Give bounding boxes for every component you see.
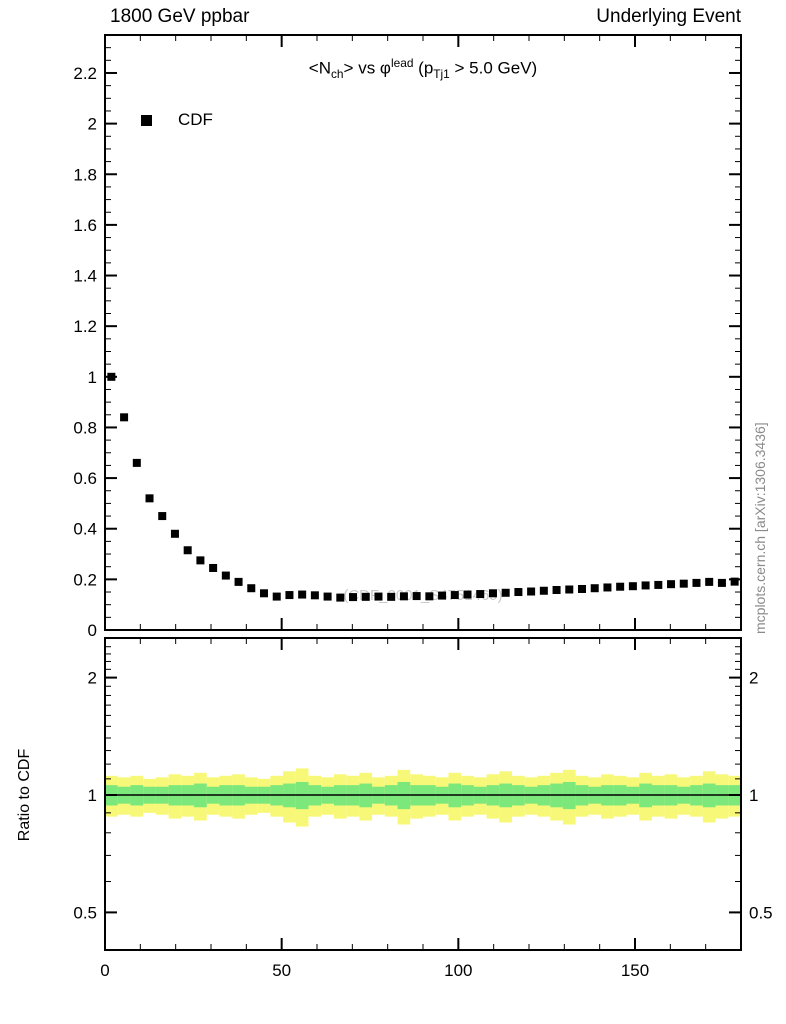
cdf-data-point xyxy=(476,590,485,599)
cdf-data-point xyxy=(552,585,561,594)
y-axis-tick-label: 1.8 xyxy=(73,165,97,184)
cdf-data-point xyxy=(501,588,510,597)
cdf-data-point xyxy=(196,556,205,565)
cdf-data-point xyxy=(603,583,612,592)
legend-label: CDF xyxy=(178,110,213,129)
cdf-data-point xyxy=(145,494,154,503)
title-part: > 5.0 GeV) xyxy=(449,58,538,78)
cdf-data-point xyxy=(285,591,294,600)
cdf-data-point xyxy=(578,584,586,593)
legend: CDF xyxy=(141,110,213,130)
cdf-data-point xyxy=(399,592,408,601)
x-axis-tick-label: 0 xyxy=(100,961,109,980)
ratio-tick-label-left: 2 xyxy=(88,669,97,688)
plot-title: <Nch> vs φlead (pTj1 > 5.0 GeV) xyxy=(105,56,741,81)
cdf-data-point xyxy=(488,589,497,598)
x-axis-tick-label: 150 xyxy=(621,961,649,980)
cdf-data-point xyxy=(717,578,726,587)
cdf-data-point xyxy=(234,577,243,586)
cdf-data-point xyxy=(425,592,434,601)
cdf-data-point xyxy=(183,546,192,555)
cdf-data-point xyxy=(539,586,548,595)
title-sup-lead: lead xyxy=(390,56,414,70)
ratio-tick-label-right: 0.5 xyxy=(749,903,773,922)
cdf-data-point xyxy=(310,591,319,600)
y-axis-tick-label: 1.6 xyxy=(73,216,97,235)
y-axis-tick-label: 1.4 xyxy=(73,267,97,286)
cdf-data-point xyxy=(463,590,472,599)
title-sub-nch: ch xyxy=(330,67,344,82)
watermark-text: (CDF_2001_S4751469) xyxy=(343,587,502,604)
title-sub-ptj1: Tj1 xyxy=(433,67,450,82)
title-part: <N xyxy=(308,58,331,78)
ratio-axis-title: Ratio to CDF xyxy=(16,748,33,842)
cdf-data-point xyxy=(120,413,129,422)
cdf-data-point xyxy=(450,591,459,600)
cdf-data-point xyxy=(527,587,536,596)
title-phi: φ xyxy=(379,58,391,78)
ratio-tick-label-left: 0.5 xyxy=(73,903,97,922)
cdf-data-point xyxy=(298,590,307,599)
cdf-data-point xyxy=(158,512,167,521)
cdf-data-point xyxy=(565,585,574,594)
y-axis-tick-label: 0.8 xyxy=(73,418,97,437)
cdf-data-point xyxy=(590,584,599,593)
title-part: > vs xyxy=(343,58,380,78)
cdf-data-point xyxy=(336,593,345,602)
cdf-data-point xyxy=(654,580,663,589)
cdf-data-point xyxy=(170,529,179,538)
cdf-data-point xyxy=(412,592,421,601)
cdf-data-point xyxy=(272,592,281,601)
cdf-data-point xyxy=(349,593,358,602)
cdf-data-point xyxy=(387,592,396,601)
y-axis-tick-label: 0.6 xyxy=(73,469,97,488)
cdf-data-point xyxy=(107,372,116,381)
ratio-tick-label-left: 1 xyxy=(88,786,97,805)
ratio-tick-label-right: 2 xyxy=(749,669,758,688)
y-axis-tick-label: 0.4 xyxy=(73,520,97,539)
cdf-data-point xyxy=(667,580,676,589)
y-axis-tick-label: 2.2 xyxy=(73,64,97,83)
cdf-data-point xyxy=(132,458,141,467)
y-axis-tick-label: 2 xyxy=(88,115,97,134)
y-axis-tick-label: 1 xyxy=(88,368,97,387)
cdf-data-point xyxy=(247,584,256,593)
cdf-data-point xyxy=(705,577,714,586)
legend-marker-square xyxy=(141,114,152,126)
cdf-data-point xyxy=(628,582,637,591)
cdf-data-point xyxy=(438,591,447,600)
y-axis-tick-label: 0.2 xyxy=(73,570,97,589)
cdf-data-point xyxy=(692,578,701,587)
plot-header-left: 1800 GeV ppbar xyxy=(110,6,250,27)
plot-header-right: Underlying Event xyxy=(596,6,741,27)
cdf-data-point xyxy=(221,571,230,580)
cdf-data-point xyxy=(361,592,370,601)
cdf-data-point xyxy=(514,588,523,597)
cdf-data-point xyxy=(374,592,383,601)
cdf-data-point xyxy=(730,577,739,586)
cdf-data-point xyxy=(679,579,688,588)
x-axis-tick-label: 100 xyxy=(444,961,472,980)
y-axis-tick-label: 1.2 xyxy=(73,317,97,336)
cdf-data-point xyxy=(260,589,268,598)
cdf-data-point xyxy=(209,563,218,572)
ratio-tick-label-right: 1 xyxy=(749,786,758,805)
x-axis-tick-label: 50 xyxy=(272,961,291,980)
cdf-data-point xyxy=(616,582,625,591)
y-axis-tick-label: 0 xyxy=(88,621,97,640)
title-part: (p xyxy=(413,58,434,78)
cdf-data-point xyxy=(323,592,332,601)
cdf-data-point xyxy=(641,581,650,590)
side-caption: mcplots.cern.ch [arXiv:1306.3436] xyxy=(752,422,768,634)
